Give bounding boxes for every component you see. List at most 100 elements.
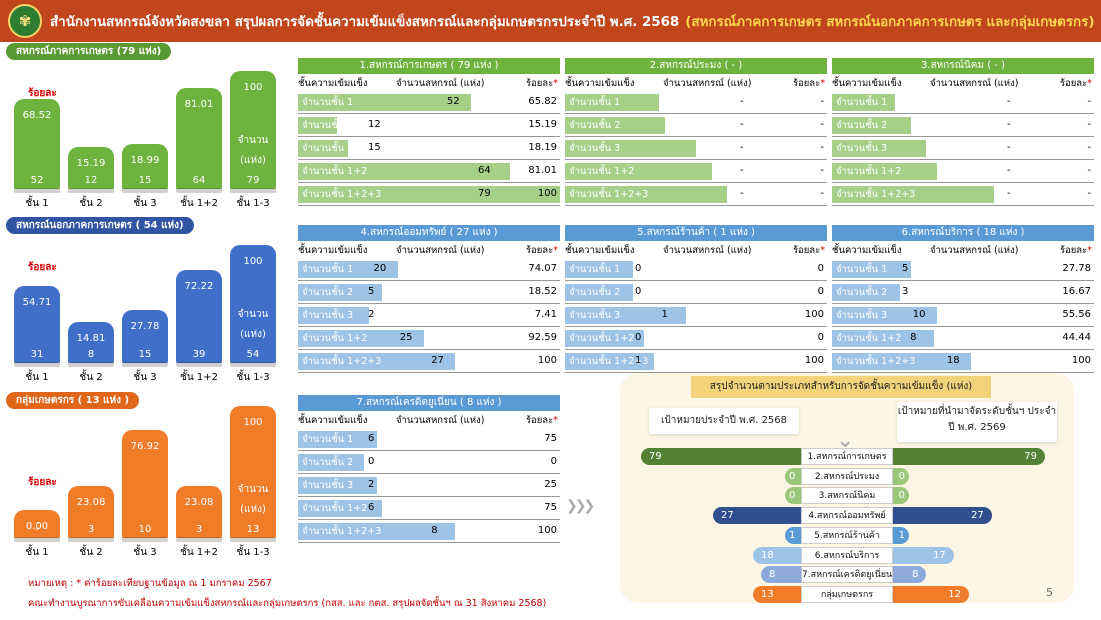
table-row: จำนวนชั้น 1+2+3 8 100 [298,521,560,543]
bar-category: ชั้น 1+2 [180,198,218,209]
bar-count-label: จำนวน (แห่ง) [237,309,269,340]
table-row: จำนวนชั้น 1+2 8 44.44 [832,328,1094,350]
bar-count: 8 [87,348,95,360]
summary-right-bar: 1 [893,526,909,544]
strength-table: 7.สหกรณ์เครดิตยูเนี่ยน ( 8 แห่ง ) ชั้นควา… [298,395,560,543]
table-title: 3.สหกรณ์นิคม ( - ) [832,58,1094,74]
summary-left-bar: 1 [785,526,801,544]
table-row: จำนวนชั้น 1+2+3 79 100 [298,184,560,206]
summary-left-bar: 13 [753,585,801,603]
row-percent: 18.19 [528,142,557,153]
table-row: จำนวนชั้น 3 1 100 [565,305,827,327]
bar-count: 13 [246,524,260,535]
row-count: 2 [368,479,375,490]
col-percent-label: ร้อยละ [1059,245,1088,256]
col-percent: ร้อยละ* [526,243,558,258]
col-percent-label: ร้อยละ [792,245,821,256]
table-row: จำนวนชั้น 1+2 0 0 [565,328,827,350]
bar-count: 15 [138,348,152,360]
row-label: จำนวนชั้น 3 [832,140,927,157]
bar-category: ชั้น 1-3 [236,547,270,558]
strength-table: 4.สหกรณ์ออมทรัพย์ ( 27 แห่ง ) ชั้นความเข้… [298,225,560,373]
row-percent: 75 [544,433,557,444]
chart-ylabel: ร้อยละ [28,88,57,99]
row-percent: - [1087,142,1091,153]
table-row: จำนวนชั้น 3 15 18.19 [298,138,560,160]
row-count: 5 [902,263,909,274]
row-count: - [1007,96,1011,107]
bar-count: 3 [195,523,203,535]
bar-count: 3 [87,523,95,535]
col-percent-label: ร้อยละ [792,78,821,89]
row-percent: 15.19 [528,119,557,130]
bar-percent: 100 [243,256,263,267]
bar-count: 39 [192,348,206,360]
col-count: จำนวนสหกรณ์ (แห่ง) [930,78,1019,89]
table-title: 6.สหกรณ์บริการ ( 18 แห่ง ) [832,225,1094,241]
col-level: ชั้นความเข้มแข็ง [298,78,368,89]
row-count: 10 [912,309,926,320]
chart-nonagri: สหกรณ์นอกภาคการเกษตร ( 54 แห่ง) ร้อยละ 54.… [0,217,295,390]
summary-left-bar: 79 [641,448,801,465]
chart-title: กลุ่มเกษตรกร ( 13 แห่ง ) [6,392,140,409]
bar: 23.08 3 [176,485,222,542]
strength-table: 2.สหกรณ์ประมง ( - ) ชั้นความเข้มแข็ง จำนวน… [565,58,827,206]
table-title: 1.สหกรณ์การเกษตร ( 79 แห่ง ) [298,58,560,74]
row-count: 20 [373,263,387,274]
summary-right-bar: 27 [893,507,992,525]
summary-category: กลุ่มเกษตรกร [801,585,893,603]
row-percent: 100 [537,525,557,536]
row-count: - [740,165,744,176]
bar-category: ชั้น 1+2 [180,372,218,383]
chart-title: สหกรณ์นอกภาคการเกษตร ( 54 แห่ง) [6,217,194,234]
row-percent: 44.44 [1062,332,1091,343]
bar: 100 13 จำนวน (แห่ง) [230,406,276,542]
bar-percent: 100 [243,417,263,428]
table-row: จำนวนชั้น 2 - - [565,115,827,137]
table-row: จำนวนชั้น 1 52 65.82 [298,92,560,114]
header-bar: ✾ สำนักงานสหกรณ์จังหวัดสงขลา สรุปผลการจั… [0,0,1101,42]
row-label: จำนวนชั้น 1+2 [298,163,511,180]
table-row: จำนวนชั้น 1+2+3 18 100 [832,351,1094,373]
row-count: - [740,96,744,107]
chart-ylabel: ร้อยละ [28,262,57,273]
row-count: 8 [910,332,917,343]
bar-category: ชั้น 2 [79,198,103,209]
bar-count: 64 [192,174,206,186]
bar-percent: 14.81 [76,332,106,344]
summary-category: 4.สหกรณ์ออมทรัพย์ [801,507,893,525]
table-row: จำนวนชั้น 1+2 6 75 [298,498,560,520]
table-row: จำนวนชั้น 2 - - [832,115,1094,137]
row-count: 12 [368,119,381,130]
row-percent: 100 [537,355,557,366]
strength-table: 3.สหกรณ์นิคม ( - ) ชั้นความเข้มแข็ง จำนวนส… [832,58,1094,206]
asterisk: * [553,415,558,426]
bar-count: - [35,524,39,535]
bar: 27.78 15 [122,309,168,367]
summary-left-bar: 0 [785,467,801,485]
bar: 54.71 31 [14,285,60,368]
bar: 15.19 12 [68,147,114,193]
table-row: จำนวนชั้น 1+2 64 81.01 [298,161,560,183]
row-percent: - [1087,96,1091,107]
summary-right-bar: 0 [893,487,909,505]
row-label: จำนวนชั้น 1+2 [832,163,937,180]
row-count: 5 [368,286,375,297]
summary-category: 1.สหกรณ์การเกษตร [801,448,893,465]
bar: 72.22 39 [176,270,222,367]
summary-title: สรุปจำนวนตามประเภทสำหรับการจัดชั้นความเข… [691,376,991,398]
table-row: จำนวนชั้น 1+2+3 1 100 [565,351,827,373]
table-row: จำนวนชั้น 1+2 - - [565,161,827,183]
row-percent: 100 [804,355,824,366]
strength-table: 6.สหกรณ์บริการ ( 18 แห่ง ) ชั้นความเข้มแข… [832,225,1094,373]
bar: 76.92 10 [122,430,168,542]
row-percent: 27.78 [1062,263,1091,274]
table-row: จำนวนชั้น 3 - - [832,138,1094,160]
table-title: 7.สหกรณ์เครดิตยูเนี่ยน ( 8 แห่ง ) [298,395,560,411]
row-percent: 74.07 [528,263,557,274]
row-label: จำนวนชั้น 1 [565,261,634,278]
table-title: 5.สหกรณ์ร้านค้า ( 1 แห่ง ) [565,225,827,241]
col-percent-label: ร้อยละ [1059,78,1088,89]
summary-category: 3.สหกรณ์นิคม [801,487,893,505]
table-row: จำนวนชั้น 1 5 27.78 [832,259,1094,281]
